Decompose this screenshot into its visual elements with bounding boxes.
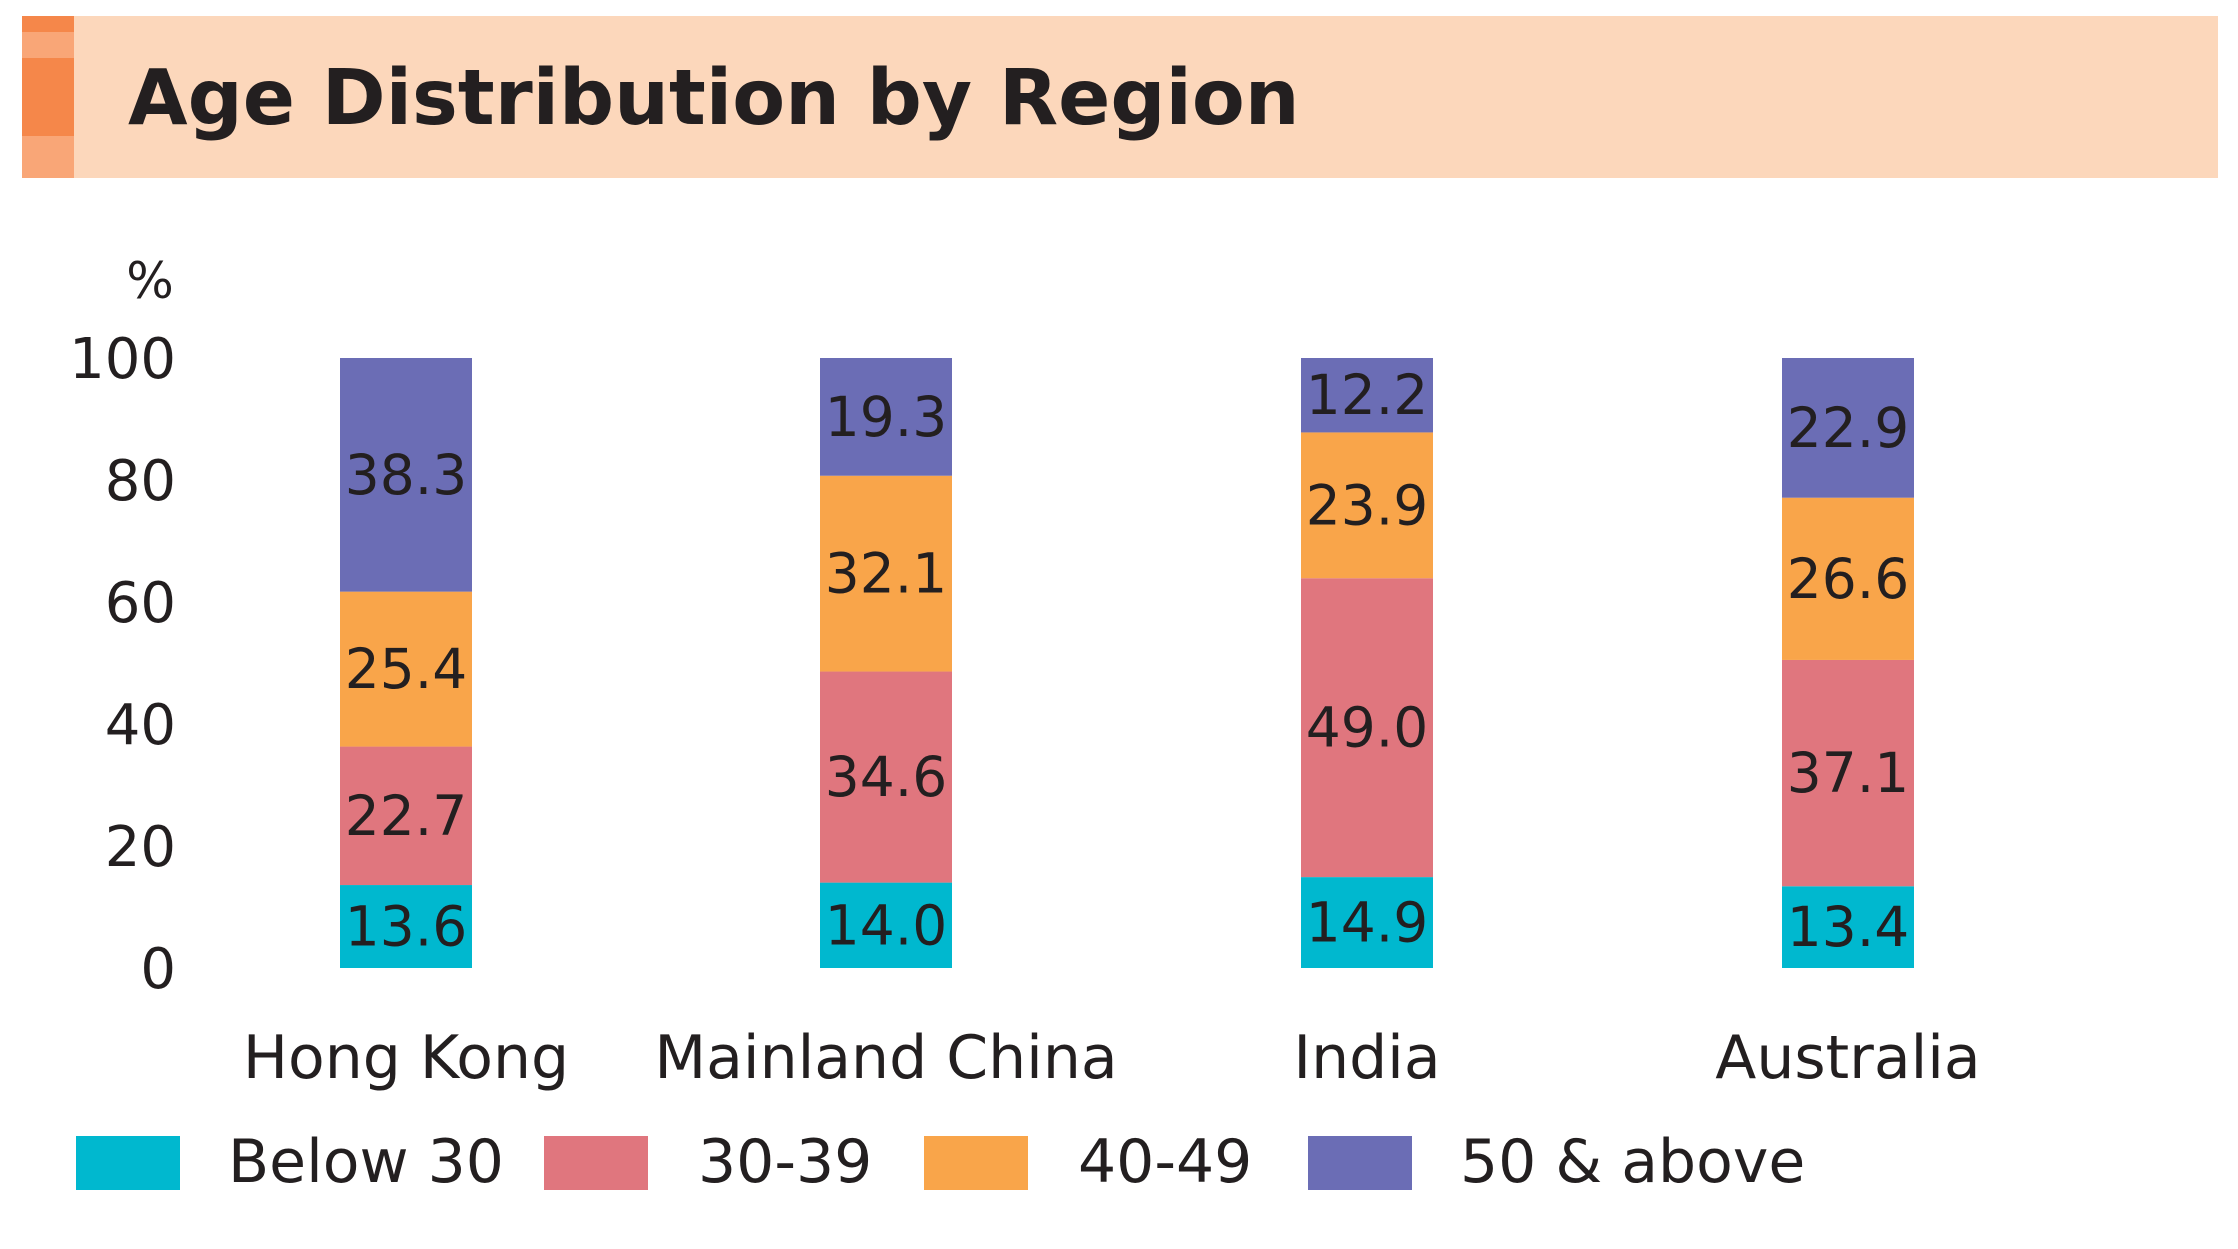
- bar-mainland-china-below-30: [820, 882, 952, 968]
- legend-swatch: [924, 1136, 1028, 1190]
- bar-australia-below-30: [1782, 886, 1914, 968]
- data-label: 19.3: [825, 385, 947, 449]
- bar-mainland-china-40-49: [820, 475, 952, 672]
- legend-label: 40-49: [1078, 1127, 1252, 1197]
- y-tick-label: 100: [69, 327, 176, 392]
- bar-india-30-39: [1301, 578, 1433, 878]
- legend-swatch: [544, 1136, 648, 1190]
- legend: Below 30 30-39 40-49 50 & above: [76, 1127, 1805, 1197]
- bar-hong-kong-below-30: [340, 885, 472, 968]
- x-tick-label: India: [1293, 1023, 1440, 1093]
- data-label: 22.9: [1787, 396, 1909, 460]
- data-label: 49.0: [1306, 696, 1428, 760]
- y-axis: 0 20 40 60 80 100: [69, 327, 176, 1002]
- data-label: 22.7: [345, 784, 467, 848]
- data-label: 37.1: [1787, 741, 1909, 805]
- legend-swatch: [76, 1136, 180, 1190]
- data-label: 26.6: [1787, 547, 1909, 611]
- bar-india-below-30: [1301, 877, 1433, 968]
- data-label: 23.9: [1306, 473, 1428, 537]
- y-tick-label: 40: [105, 693, 176, 758]
- bar-australia-50-above: [1782, 358, 1914, 498]
- data-label: 25.4: [345, 637, 467, 701]
- legend-swatch: [1308, 1136, 1412, 1190]
- y-tick-label: 60: [105, 571, 176, 636]
- bar-hong-kong-30-39: [340, 746, 472, 886]
- data-label: 13.6: [345, 895, 467, 959]
- header-accent-stripe: [22, 32, 74, 58]
- data-label: 38.3: [345, 443, 467, 507]
- chart-header: Age Distribution by Region: [22, 16, 2218, 178]
- data-label: 12.2: [1306, 363, 1428, 427]
- x-tick-label: Hong Kong: [243, 1023, 569, 1093]
- y-tick-label: 20: [105, 815, 176, 880]
- bar-mainland-china-50-above: [820, 358, 952, 476]
- bar-hong-kong-40-49: [340, 591, 472, 747]
- x-axis: Hong Kong Mainland China India Australia: [243, 1023, 1981, 1093]
- data-label: 32.1: [825, 542, 947, 606]
- y-tick-label: 0: [140, 937, 176, 1002]
- x-tick-label: Australia: [1715, 1023, 1980, 1093]
- bar-australia-40-49: [1782, 497, 1914, 660]
- bar-australia-30-39: [1782, 659, 1914, 887]
- legend-label: 30-39: [698, 1127, 872, 1197]
- data-label: 13.4: [1787, 895, 1909, 959]
- chart-title: Age Distribution by Region: [128, 54, 1300, 143]
- legend-label: 50 & above: [1460, 1127, 1805, 1197]
- bar-hong-kong-50-above: [340, 358, 472, 592]
- legend-label: Below 30: [228, 1127, 504, 1197]
- bar-mainland-china-30-39: [820, 671, 952, 883]
- data-label: 34.6: [825, 745, 947, 809]
- value-labels-group: 13.6 22.7 25.4 38.3 14.0 34.6 32.1 19.3 14.9 49.0…: [345, 363, 1909, 959]
- y-tick-label: 80: [105, 449, 176, 514]
- data-label: 14.9: [1306, 891, 1428, 955]
- data-label: 14.0: [825, 893, 947, 957]
- x-tick-label: Mainland China: [654, 1023, 1117, 1093]
- bar-india-50-above: [1301, 358, 1433, 433]
- header-background: [22, 16, 2218, 178]
- bar-india-40-49: [1301, 432, 1433, 579]
- y-axis-label: %: [126, 252, 174, 310]
- header-accent-stripe: [22, 136, 74, 178]
- bars-group: [340, 358, 1914, 968]
